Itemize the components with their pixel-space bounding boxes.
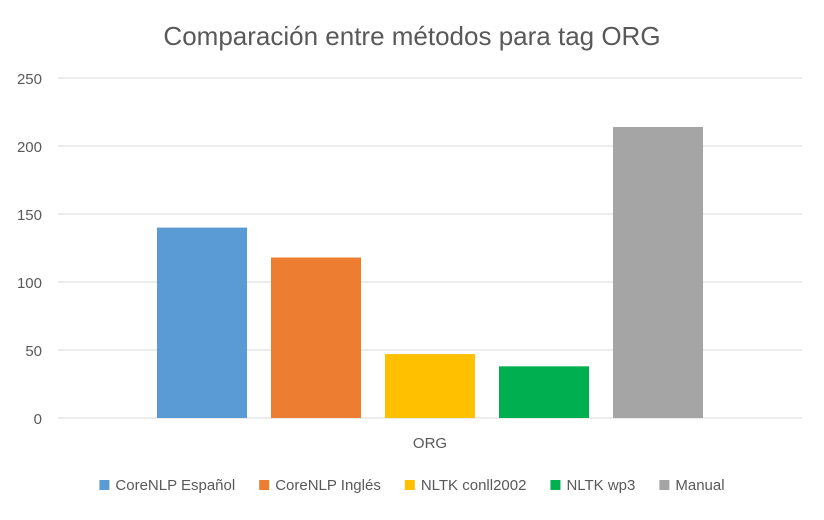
- legend-label: CoreNLP Inglés: [275, 477, 381, 494]
- chart-title: Comparación entre métodos para tag ORG: [163, 21, 660, 51]
- x-axis-ticks: ORG: [413, 435, 447, 452]
- y-tick-label: 150: [17, 207, 42, 224]
- x-tick-label: ORG: [413, 435, 447, 452]
- legend-item: CoreNLP Inglés: [259, 477, 381, 494]
- legend-label: NLTK conll2002: [421, 477, 527, 494]
- y-tick-label: 200: [17, 139, 42, 156]
- bar-nltk-conll2002: [385, 354, 475, 418]
- y-tick-label: 100: [17, 275, 42, 292]
- legend-swatch: [259, 480, 270, 490]
- y-tick-label: 250: [17, 71, 42, 88]
- y-axis-ticks: 0 50 100 150 200 250: [17, 71, 42, 428]
- legend-label: Manual: [675, 477, 724, 494]
- bar-corenlp-ingl-s: [271, 257, 361, 418]
- bar-nltk-wp3: [499, 366, 589, 418]
- y-tick-label: 0: [34, 411, 42, 428]
- legend-item: NLTK conll2002: [404, 477, 527, 494]
- legend-swatch: [550, 480, 561, 490]
- bars: [157, 126, 703, 419]
- legend: CoreNLP Español CoreNLP Inglés NLTK conll2…: [99, 477, 725, 494]
- legend-swatch: [404, 480, 415, 490]
- y-tick-label: 50: [25, 343, 42, 360]
- legend-swatch: [99, 480, 110, 490]
- legend-item: NLTK wp3: [550, 477, 635, 494]
- legend-swatch: [659, 480, 670, 490]
- bar-corenlp-espa-ol: [157, 227, 247, 418]
- legend-item: CoreNLP Español: [99, 477, 235, 494]
- legend-label: NLTK wp3: [566, 477, 635, 494]
- legend-label: CoreNLP Español: [115, 477, 235, 494]
- bar-manual: [613, 126, 703, 419]
- legend-item: Manual: [659, 477, 725, 494]
